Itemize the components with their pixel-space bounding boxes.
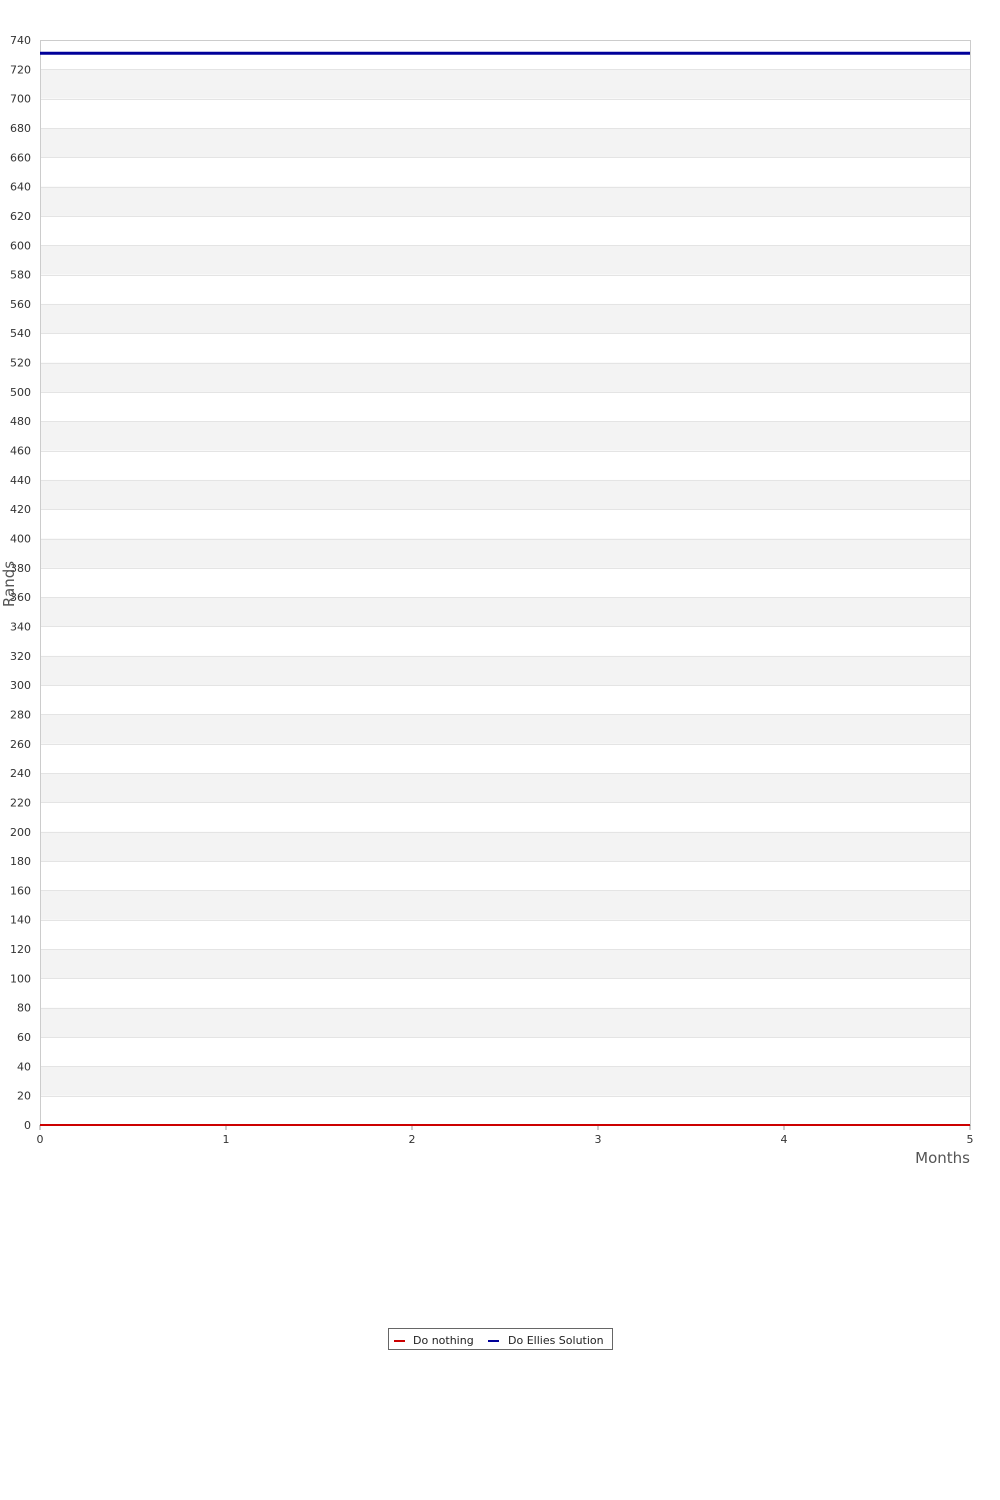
y-tick-label: 680 (10, 122, 31, 135)
x-tick-label: 1 (223, 1133, 230, 1146)
y-tick-label: 480 (10, 415, 31, 428)
plot-bands (40, 69, 970, 1096)
y-tick-label: 500 (10, 386, 31, 399)
grid-band (40, 773, 970, 803)
grid-band (40, 597, 970, 627)
x-axis-title: Months (915, 1149, 970, 1167)
y-tick-label: 180 (10, 855, 31, 868)
y-tick-label: 0 (24, 1119, 31, 1132)
y-tick-label: 400 (10, 533, 31, 546)
grid-band (40, 1066, 970, 1096)
y-axis: 0 20 40 60 80 100 120 140 160 180 200 220 240 260 280 3… (10, 34, 31, 1132)
y-tick-label: 560 (10, 298, 31, 311)
x-axis: 0 1 2 3 4 5 (37, 1125, 974, 1146)
y-tick-label: 340 (10, 620, 31, 633)
legend-label: Do Ellies Solution (508, 1334, 604, 1347)
gridlines (40, 69, 970, 1097)
x-tick-label: 0 (37, 1133, 44, 1146)
grid-band (40, 69, 970, 99)
y-tick-label: 80 (17, 1002, 31, 1015)
legend-item-do-nothing: Do nothing (394, 1334, 474, 1347)
y-tick-label: 60 (17, 1031, 31, 1044)
y-tick-label: 220 (10, 796, 31, 809)
grid-band (40, 714, 970, 744)
y-tick-label: 580 (10, 269, 31, 282)
y-tick-label: 420 (10, 503, 31, 516)
y-tick-label: 520 (10, 357, 31, 370)
x-tick-label: 3 (595, 1133, 602, 1146)
grid-band (40, 303, 970, 334)
grid-band (40, 245, 970, 275)
y-tick-label: 160 (10, 884, 31, 897)
series-layer (40, 51, 970, 1126)
grid-band (40, 127, 970, 158)
y-tick-label: 600 (10, 239, 31, 252)
grid-band (40, 655, 970, 686)
grid-band (40, 831, 970, 862)
x-tick-label: 4 (781, 1133, 788, 1146)
y-tick-label: 720 (10, 63, 31, 76)
legend-label: Do nothing (413, 1334, 474, 1347)
grid-band (40, 362, 970, 392)
legend-item-do-ellies-solution: Do Ellies Solution (488, 1334, 604, 1347)
y-tick-label: 640 (10, 181, 31, 194)
y-tick-label: 140 (10, 914, 31, 927)
legend: Do nothing Do Ellies Solution (388, 1328, 613, 1350)
y-tick-label: 360 (10, 591, 31, 604)
x-tick-label: 2 (409, 1133, 416, 1146)
y-tick-label: 740 (10, 34, 31, 47)
grid-band (40, 1007, 970, 1038)
y-tick-label: 320 (10, 650, 31, 663)
y-axis-title: Rands (0, 561, 18, 607)
y-tick-label: 280 (10, 708, 31, 721)
y-tick-label: 440 (10, 474, 31, 487)
y-tick-label: 460 (10, 445, 31, 458)
grid-band (40, 949, 970, 979)
y-tick-label: 20 (17, 1090, 31, 1103)
grid-band (40, 538, 970, 568)
y-tick-label: 300 (10, 679, 31, 692)
x-tick-label: 5 (967, 1133, 974, 1146)
y-tick-label: 700 (10, 93, 31, 106)
y-tick-label: 240 (10, 767, 31, 780)
grid-band (40, 479, 970, 510)
y-tick-label: 100 (10, 972, 31, 985)
grid-band (40, 186, 970, 216)
y-tick-label: 540 (10, 327, 31, 340)
y-tick-label: 620 (10, 210, 31, 223)
y-tick-label: 380 (10, 562, 31, 575)
y-tick-label: 260 (10, 738, 31, 751)
y-tick-label: 200 (10, 826, 31, 839)
y-tick-label: 660 (10, 151, 31, 164)
grid-band (40, 890, 970, 920)
legend-box (388, 1328, 613, 1350)
y-tick-label: 120 (10, 943, 31, 956)
y-tick-label: 40 (17, 1060, 31, 1073)
grid-band (40, 421, 970, 451)
